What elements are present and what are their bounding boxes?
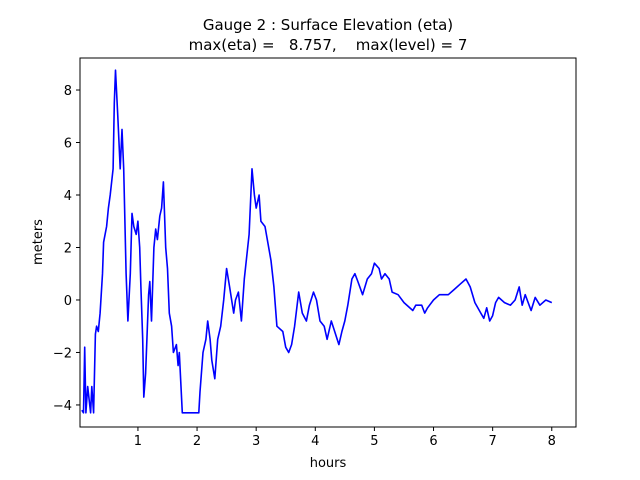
y-tick-label: −2	[53, 346, 72, 361]
data-line	[81, 69, 553, 414]
x-tick-label: 2	[193, 434, 201, 449]
y-tick-label: 8	[64, 84, 72, 99]
y-tick-label: 4	[64, 189, 72, 204]
x-tick-label: 1	[134, 434, 142, 449]
y-tick-label: 0	[64, 294, 72, 309]
y-axis-label: meters	[31, 219, 46, 265]
plot-frame	[79, 57, 577, 428]
x-tick-label: 7	[489, 434, 497, 449]
x-tick-label: 6	[429, 434, 437, 449]
y-tick-label: −4	[53, 399, 72, 414]
chart-subtitle: max(eta) = 8.757, max(level) = 7	[189, 36, 468, 54]
x-tick-label: 8	[548, 434, 556, 449]
x-axis-label: hours	[310, 456, 347, 471]
x-tick-label: 4	[311, 434, 319, 449]
y-tick-label: 6	[64, 137, 72, 152]
x-tick-label: 5	[370, 434, 378, 449]
x-tick-label: 3	[252, 434, 260, 449]
y-tick-label: 2	[64, 241, 72, 256]
chart-title: Gauge 2 : Surface Elevation (eta)	[203, 16, 453, 34]
